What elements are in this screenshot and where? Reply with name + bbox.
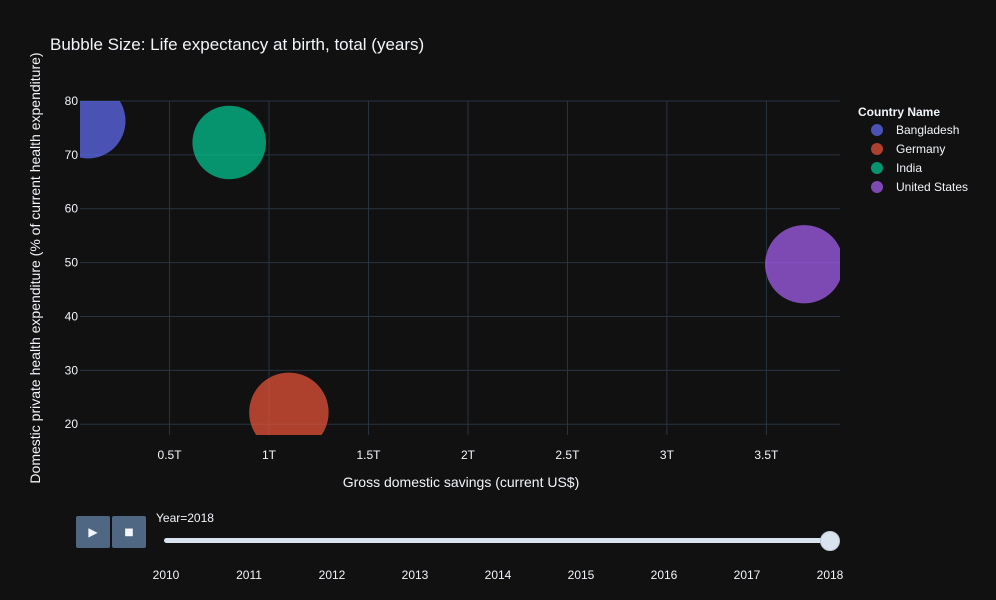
legend-label: Germany xyxy=(896,142,945,156)
slider-year-label[interactable]: 2017 xyxy=(733,568,761,582)
year-slider-handle[interactable] xyxy=(820,531,840,551)
x-tick-label: 2T xyxy=(461,448,476,462)
legend-label: India xyxy=(896,161,922,175)
x-tick-label: 1.5T xyxy=(356,448,381,462)
bubble-bangladesh[interactable] xyxy=(50,83,126,159)
slider-year-label[interactable]: 2013 xyxy=(401,568,429,582)
stop-button[interactable]: ■ xyxy=(112,516,146,548)
y-tick-label: 80 xyxy=(65,94,79,108)
y-tick-label: 30 xyxy=(65,363,79,377)
x-axis-title: Gross domestic savings (current US$) xyxy=(343,474,580,490)
y-tick-label: 20 xyxy=(65,417,79,431)
legend-marker xyxy=(871,162,883,174)
slider-year-label[interactable]: 2014 xyxy=(484,568,512,582)
stop-icon: ■ xyxy=(124,526,134,538)
chart-title: Bubble Size: Life expectancy at birth, t… xyxy=(50,35,424,54)
x-tick-label: 0.5T xyxy=(158,448,183,462)
plot-area xyxy=(50,83,844,452)
x-tick-label: 2.5T xyxy=(555,448,580,462)
slider-year-label[interactable]: 2010 xyxy=(152,568,180,582)
legend-title: Country Name xyxy=(858,105,940,119)
play-icon: ▶ xyxy=(88,525,98,539)
slider-year-label[interactable]: 2011 xyxy=(236,568,262,582)
x-tick-label: 3T xyxy=(660,448,675,462)
y-axis-title: Domestic private health expenditure (% o… xyxy=(27,52,43,483)
bubble-india[interactable] xyxy=(191,105,267,180)
grid xyxy=(80,100,840,435)
y-tick-label: 60 xyxy=(65,202,79,216)
legend-label: United States xyxy=(896,180,968,194)
year-slider-track[interactable] xyxy=(164,538,832,543)
slider-year-label[interactable]: 2012 xyxy=(318,568,346,582)
bubble-united-states[interactable] xyxy=(764,224,844,304)
legend-label: Bangladesh xyxy=(896,123,959,137)
y-tick-label: 40 xyxy=(65,309,79,323)
legend-item-india[interactable]: India xyxy=(871,161,922,175)
legend: Bangladesh Germany India United States xyxy=(871,123,968,194)
slider-year-label[interactable]: 2016 xyxy=(650,568,678,582)
legend-item-united-states[interactable]: United States xyxy=(871,180,968,194)
x-tick-label: 3.5T xyxy=(754,448,779,462)
bubble-germany[interactable] xyxy=(248,372,330,452)
legend-marker xyxy=(871,181,883,193)
legend-marker xyxy=(871,143,883,155)
play-button[interactable]: ▶ xyxy=(76,516,110,548)
slider-year-label[interactable]: 2015 xyxy=(567,568,595,582)
legend-item-bangladesh[interactable]: Bangladesh xyxy=(871,123,959,137)
legend-item-germany[interactable]: Germany xyxy=(871,142,945,156)
slider-current-label: Year=2018 xyxy=(156,511,214,525)
y-tick-label: 70 xyxy=(65,148,79,162)
y-tick-label: 50 xyxy=(65,256,79,270)
legend-marker xyxy=(871,124,883,136)
x-tick-label: 1T xyxy=(262,448,277,462)
slider-year-label[interactable]: 2018 xyxy=(816,568,844,582)
axis-ticks: 0.5T 1T 1.5T 2T 2.5T 3T 3.5T 20 30 40 50 60 70 80 xyxy=(65,94,779,462)
